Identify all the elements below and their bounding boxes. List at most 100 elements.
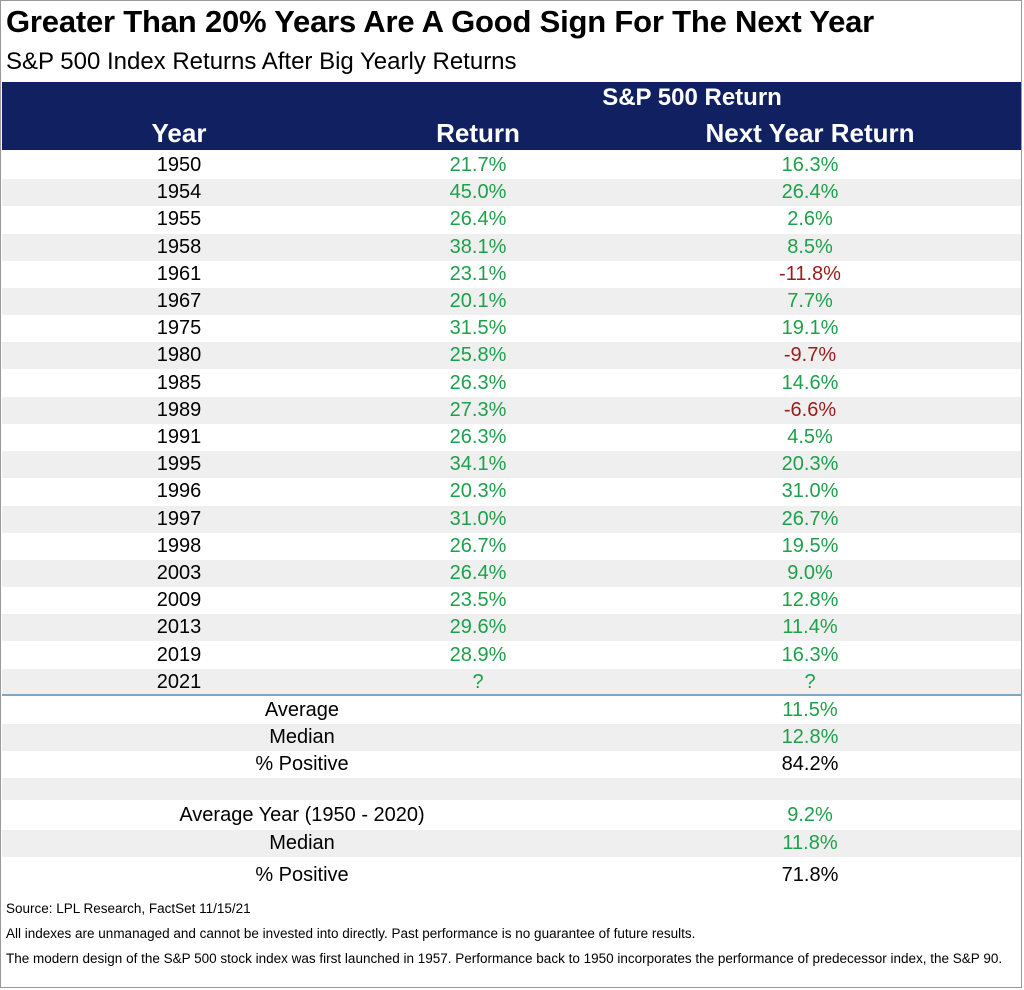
baseline-value: 9.2% [787,804,833,826]
table-row: 1958 38.1% 8.5% [2,233,1021,261]
year-cell: 1967 [156,290,202,312]
next-year-return-cell: ? [804,670,816,693]
next-year-return-cell: 7.7% [787,290,833,312]
baseline-label: Average Year (1950 - 2020) [179,804,425,826]
year-cell: 2013 [156,616,202,639]
summary-value: 84.2% [781,753,839,775]
year-cell: 1958 [156,235,202,258]
return-cell: 29.6% [449,616,507,639]
summary-value: 12.8% [781,726,839,748]
return-cell: 34.1% [449,453,507,476]
next-year-return-cell: 31.0% [781,480,839,503]
summary-divider [2,694,1021,696]
table-row: 2009 23.5% 12.8% [2,587,1021,614]
next-year-return-cell: 12.8% [781,589,839,612]
year-cell: 2021 [156,670,202,693]
year-cell: 1950 [156,154,202,176]
return-cell: 21.7% [449,154,507,176]
table-row: 2003 26.4% 9.0% [2,560,1021,587]
spacer-row [2,778,1021,800]
return-cell: 23.5% [449,589,507,612]
table-row: 2019 28.9% 16.3% [2,642,1021,669]
next-year-return-cell: 11.4% [782,616,838,639]
table-row: 1975 31.5% 19.1% [2,315,1021,342]
next-year-return-cell: 26.4% [781,181,839,204]
baseline-value: 11.8% [782,832,838,854]
return-cell: 25.8% [449,344,507,367]
methodology-note: The modern design of the S&P 500 stock i… [6,951,1003,966]
table-row: 1985 26.3% 14.6% [2,370,1021,397]
next-year-return-cell: 4.5% [787,426,833,448]
return-cell: 45.0% [449,181,507,204]
baseline-value: 71.8% [781,864,839,886]
summary-row: Median 12.8% [2,724,1021,751]
year-cell: 1989 [156,398,202,421]
return-cell: 26.4% [449,208,507,231]
return-cell: 27.3% [449,398,507,421]
return-cell: 28.9% [449,643,507,666]
baseline-row: Median 11.8% [2,830,1021,857]
disclaimer-note: All indexes are unmanaged and cannot be … [6,926,696,941]
year-cell: 1980 [156,344,202,367]
table-row: 1997 31.0% 26.7% [2,505,1021,533]
return-cell: 26.7% [449,534,507,557]
table-header: S&P 500 Return Year Return Next Year Ret… [2,82,1021,150]
year-cell: 1975 [156,317,202,340]
return-cell: 31.5% [449,317,507,340]
table-row: 2013 29.6% 11.4% [2,614,1021,642]
next-year-return-cell: 9.0% [787,562,833,584]
table-row: 1954 45.0% 26.4% [2,179,1021,207]
next-year-return-cell: 20.3% [781,453,839,476]
header-return: Return [436,118,520,148]
return-cell: 20.1% [449,290,507,312]
year-cell: 1997 [156,507,202,530]
table-row: 1991 26.3% 4.5% [2,424,1021,451]
header-year: Year [151,118,207,148]
return-cell: 26.3% [449,426,507,448]
table-row: 1995 34.1% 20.3% [2,451,1021,479]
next-year-return-cell: 14.6% [781,371,839,394]
header-group-label: S&P 500 Return [602,84,782,111]
year-cell: 1996 [156,480,202,503]
table-row: 1955 26.4% 2.6% [2,206,1021,233]
year-cell: 1991 [156,426,202,448]
baseline-label: Median [269,832,335,854]
year-cell: 1955 [156,208,202,231]
summary-label: % Positive [255,753,349,775]
chart-subtitle: S&P 500 Index Returns After Big Yearly R… [6,48,517,75]
table-row: 2021?? [2,668,1021,696]
table-row: 1989 27.3% -6.6% [2,396,1021,424]
table-row: 1950 21.7% 16.3% [2,152,1021,179]
return-cell: 20.3% [449,480,507,503]
chart-title: Greater Than 20% Years Are A Good Sign F… [6,4,875,39]
next-year-return-cell: 8.5% [787,235,833,258]
year-cell: 2003 [156,562,202,584]
next-year-return-cell: 2.6% [787,208,833,231]
baseline-row: Average Year (1950 - 2020) 9.2% [2,802,1021,829]
summary-row: % Positive 84.2% [2,751,1021,778]
summary-label: Median [269,726,335,748]
return-cell: 38.1% [449,235,507,258]
return-cell: ? [472,670,484,693]
next-year-return-cell: 19.5% [781,534,839,557]
table-row: 1998 26.7% 19.5% [2,533,1021,560]
year-cell: 2019 [156,643,202,666]
year-cell: 1961 [156,262,202,285]
year-cell: 2009 [156,589,202,612]
year-cell: 1985 [156,371,202,394]
return-cell: 23.1% [449,262,507,285]
table-row: 1980 25.8% -9.7% [2,342,1021,370]
year-cell: 1954 [156,181,202,204]
next-year-return-cell: -9.7% [783,344,837,367]
return-cell: 26.3% [449,371,507,394]
baseline-label: % Positive [255,864,349,886]
return-cell: 26.4% [449,562,507,584]
next-year-return-cell: -6.6% [783,398,837,421]
year-cell: 1995 [156,453,202,476]
baseline-row: % Positive 71.8% [2,862,1021,889]
return-cell: 31.0% [449,507,507,530]
header-next-year-return: Next Year Return [705,118,915,148]
next-year-return-cell: 26.7% [781,507,839,530]
table-row: 1961 23.1% -11.8% [2,261,1021,288]
